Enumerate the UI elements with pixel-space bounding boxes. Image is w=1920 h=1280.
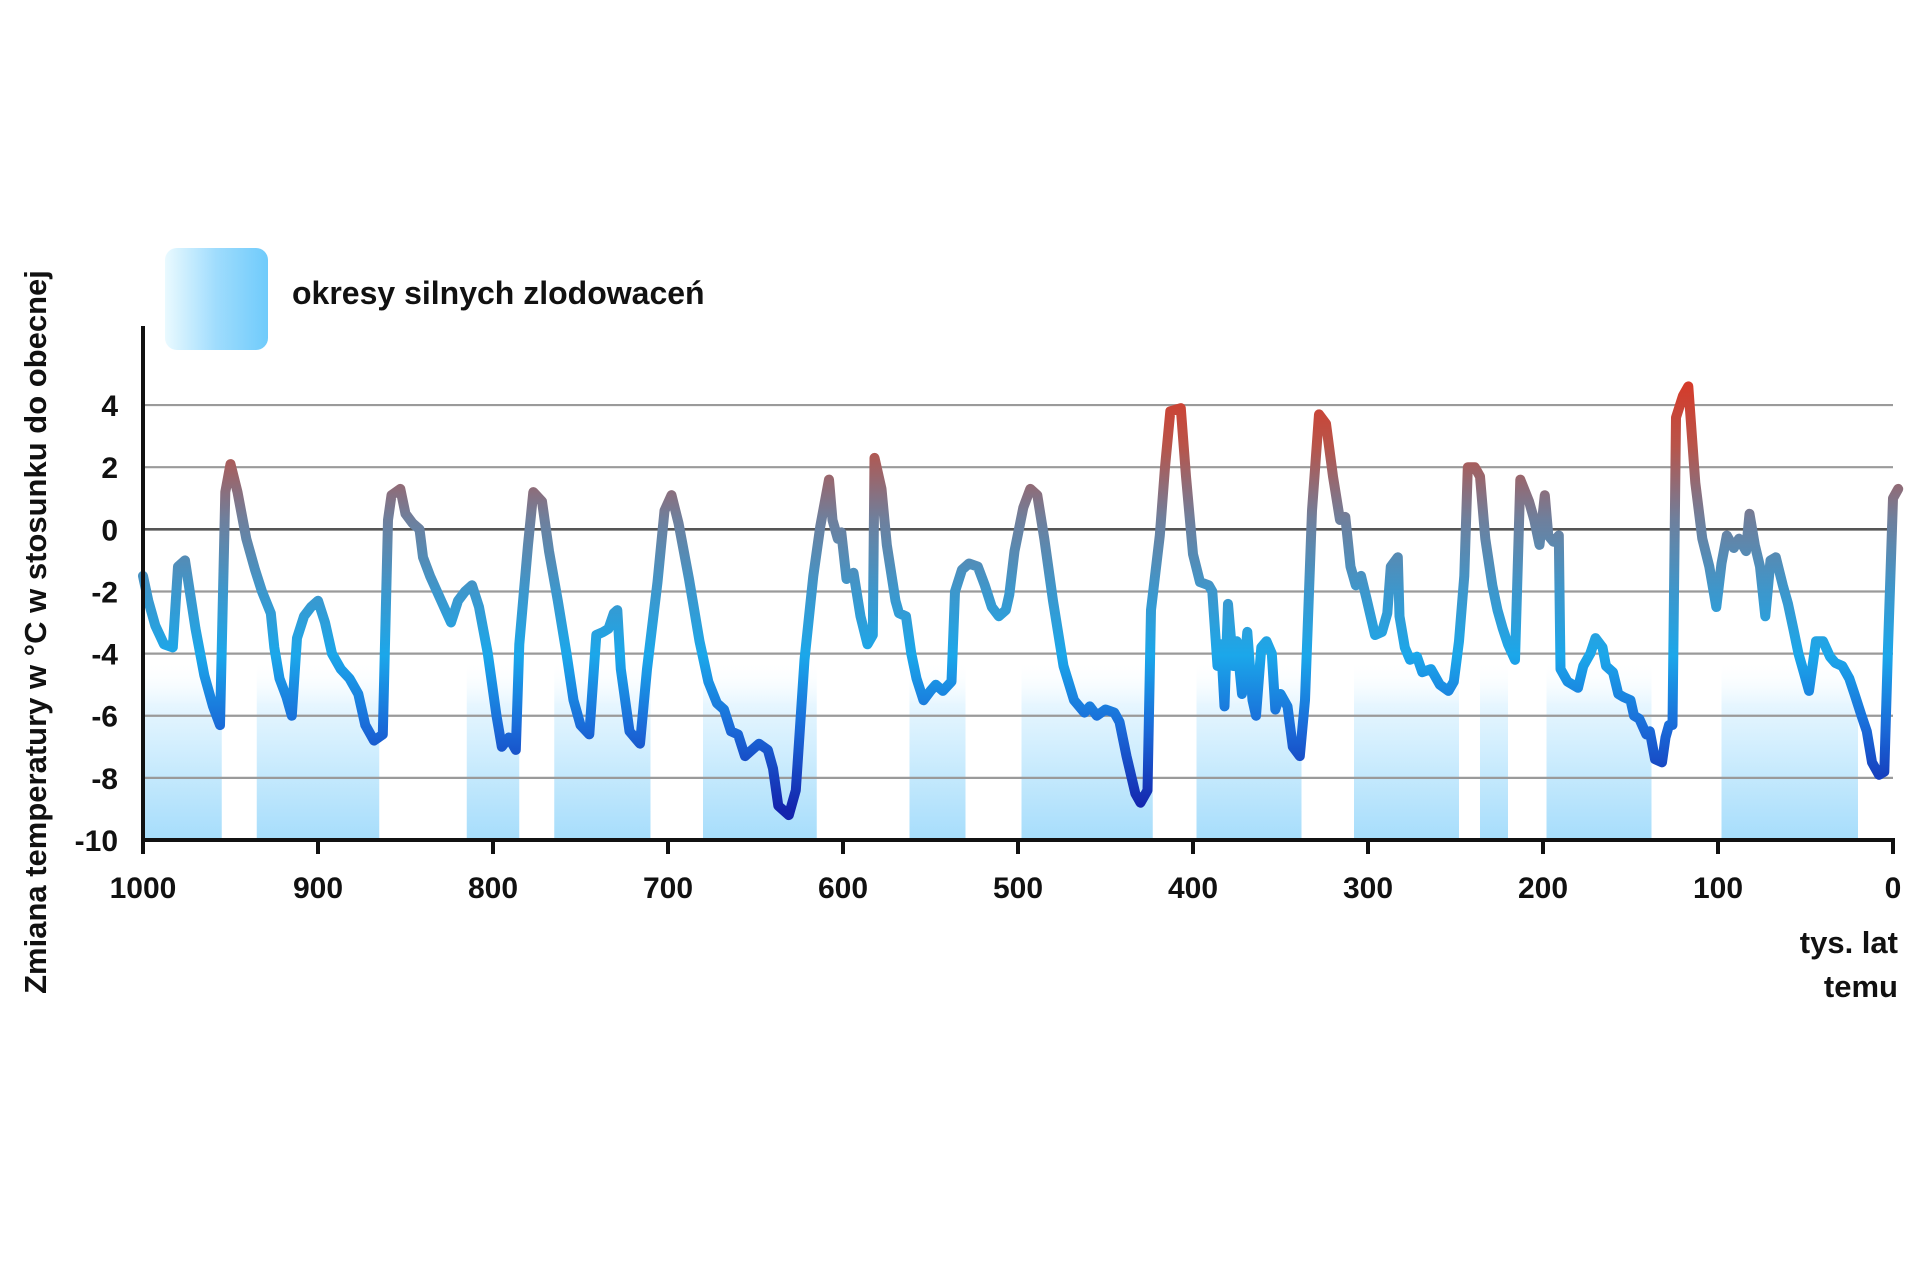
y-tick-label: 0 [101,514,118,547]
x-axis-title-line-1: tys. lat [1800,925,1898,960]
temperature-series [138,381,1904,821]
glaciation-band [1480,660,1508,840]
x-tick-label: 700 [643,872,693,905]
x-tick-label: 100 [1693,872,1743,905]
y-tick-label: -10 [75,825,118,858]
x-axis-title-line-2: temu [1824,969,1898,1004]
glaciation-band [256,660,380,840]
x-tick-label: 400 [1168,872,1218,905]
x-tick-label: 500 [993,872,1043,905]
x-tick-label: 900 [293,872,343,905]
glaciation-bands [143,660,1858,840]
y-tick-label: -2 [91,576,118,609]
glaciation-band [1546,660,1652,840]
x-tick-label: 1000 [110,872,177,905]
glaciation-band [1021,660,1153,840]
x-tick-label: 0 [1885,872,1902,905]
y-axis-title: Zmiana temperatury w °C w stosunku do ob… [18,270,53,994]
y-tick-label: 4 [101,390,118,423]
y-tick-labels: 4 2 0 -2 -4 -6 -8 -10 [75,390,119,858]
x-tick-label: 300 [1343,872,1393,905]
y-tick-label: -6 [91,701,118,734]
temperature-line [138,381,1904,821]
x-tick-labels: 1000 900 800 700 600 500 400 300 200 100 0 [110,840,1902,905]
x-tick-label: 600 [818,872,868,905]
legend-label: okresy silnych zlodowaceń [292,275,705,311]
legend: okresy silnych zlodowaceń [165,248,705,350]
legend-swatch [165,248,268,350]
x-tick-label: 200 [1518,872,1568,905]
glaciation-band [1721,660,1858,840]
x-tick-label: 800 [468,872,518,905]
y-tick-label: 2 [101,452,118,485]
y-tick-label: -8 [91,763,118,796]
y-tick-label: -4 [91,639,118,672]
